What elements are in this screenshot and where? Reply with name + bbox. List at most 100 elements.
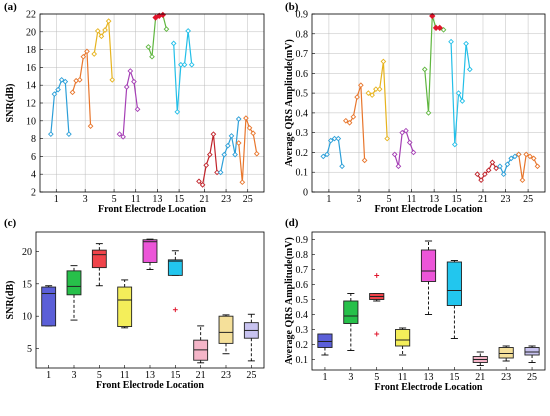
series-6: [448, 38, 473, 148]
x-tick-label: 3: [348, 372, 353, 383]
box-15: [167, 250, 183, 313]
data-point: [228, 133, 235, 139]
data-point: [84, 48, 90, 55]
x-tick-label: 5: [112, 194, 117, 205]
x-tick-label: 21: [199, 194, 209, 205]
data-point: [354, 94, 360, 100]
x-tick-label: 25: [527, 372, 537, 383]
y-tick-label: 16: [26, 63, 36, 74]
series-line: [198, 134, 218, 187]
data-point: [421, 66, 428, 73]
data-point: [131, 78, 137, 85]
series-line: [476, 161, 497, 182]
data-point: [504, 161, 511, 168]
data-point: [178, 61, 184, 68]
data-point: [69, 89, 76, 96]
data-point: [339, 163, 345, 170]
data-point: [515, 151, 522, 158]
data-point: [134, 106, 141, 113]
x-tick-label: 15: [174, 194, 184, 205]
box-23: [218, 314, 234, 355]
data-point: [523, 151, 530, 158]
x-tick-label: 21: [475, 372, 485, 383]
y-tick-label: 22: [26, 10, 36, 21]
data-point: [87, 123, 94, 129]
data-point: [225, 142, 231, 149]
data-point: [51, 91, 58, 97]
x-tick-label: 15: [170, 370, 180, 381]
data-point: [181, 61, 188, 68]
box-body: [446, 261, 462, 306]
data-point: [109, 77, 116, 83]
data-point: [196, 178, 202, 185]
series-3: [365, 58, 390, 142]
data-point: [406, 139, 413, 146]
data-point: [331, 135, 338, 142]
x-tick-label: 13: [424, 372, 434, 383]
data-point: [399, 129, 406, 136]
y-tick-label: 0.9: [296, 10, 309, 21]
y-tick-label: 14: [26, 81, 36, 92]
box-3: [343, 293, 359, 351]
y-tick-label: 5: [27, 344, 32, 355]
data-point: [376, 86, 383, 92]
series-line: [238, 117, 258, 183]
x-tick-label: 11: [120, 370, 130, 381]
data-point: [210, 131, 217, 137]
box-body: [395, 329, 411, 347]
y-tick-label: 12: [26, 99, 36, 110]
data-point: [391, 151, 398, 158]
x-tick-label: 5: [387, 194, 392, 205]
data-point: [497, 163, 503, 170]
x-tick-label: 23: [221, 370, 231, 381]
x-tick-label: 5: [97, 370, 102, 381]
box-body: [218, 315, 234, 344]
x-tick-label: 23: [501, 194, 511, 205]
box-body: [117, 286, 133, 328]
data-point: [530, 155, 537, 162]
y-tick-label: 0.4: [296, 108, 309, 119]
y-axis: 2 4 6 8 10 12 14 16 18 20 22: [26, 10, 264, 199]
data-point: [380, 58, 387, 65]
y-tick-label: 2: [31, 188, 36, 199]
data-point: [395, 163, 402, 170]
data-point: [365, 90, 372, 96]
x-tick-label: 25: [523, 194, 533, 205]
y-tick-label: 0.9: [296, 235, 309, 246]
data-point: [55, 86, 61, 93]
x-axis-title: Front Electrode Location: [98, 204, 206, 215]
y-tick-label: 0.2: [296, 148, 309, 159]
series-6: [170, 28, 195, 115]
data-point: [463, 40, 469, 47]
data-point: [384, 135, 390, 142]
data-point: [127, 68, 134, 74]
y-tick-label: 15: [22, 279, 32, 290]
plot-frame: [311, 231, 546, 371]
y-tick-label: 20: [26, 27, 36, 38]
series-9: [235, 115, 260, 186]
box-21: [472, 351, 488, 366]
plot-frame: [311, 13, 546, 193]
x-tick-label: 1: [322, 372, 327, 383]
data-point: [361, 157, 368, 164]
x-tick-label: 25: [246, 370, 256, 381]
data-point: [80, 53, 87, 60]
data-point: [425, 110, 432, 116]
series-2: [69, 48, 94, 129]
data-point: [478, 177, 484, 183]
box-15: [446, 260, 462, 339]
y-tick-label: 18: [26, 45, 36, 56]
data-point: [145, 44, 152, 50]
series-1: [48, 77, 72, 137]
data-point: [500, 171, 507, 178]
y-tick-label: 0.7: [296, 265, 309, 276]
x-tick-label: 1: [326, 194, 331, 205]
data-point: [94, 28, 101, 34]
y-tick-label: 0.5: [296, 89, 309, 100]
x-tick-label: 1: [46, 370, 51, 381]
panel-label: (b): [285, 1, 299, 13]
data-point: [489, 159, 496, 166]
box-body: [66, 270, 82, 296]
box-1: [41, 285, 57, 327]
